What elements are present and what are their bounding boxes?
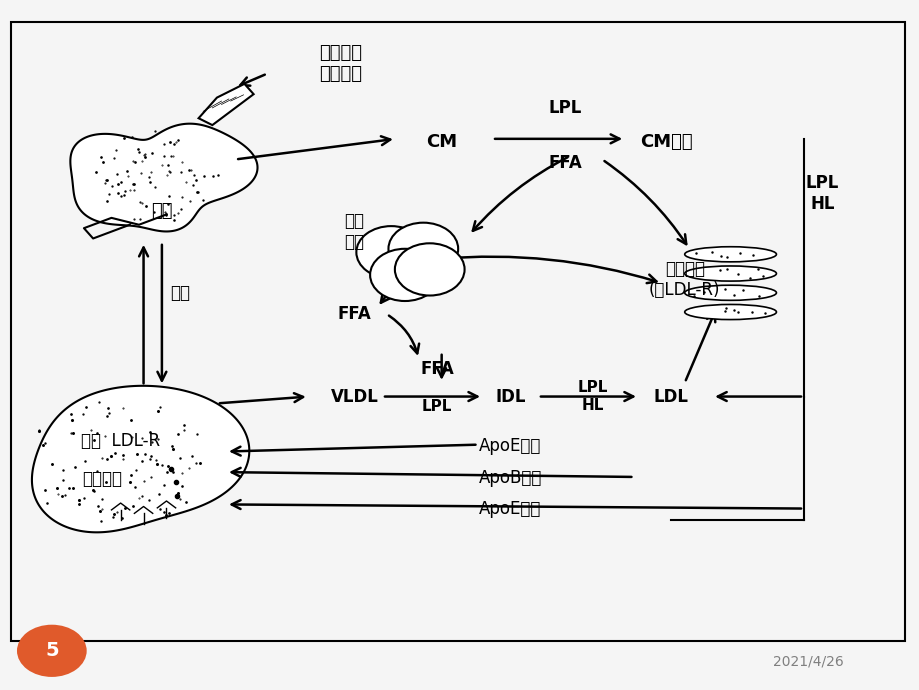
Circle shape [356,226,425,278]
Ellipse shape [684,285,776,300]
Polygon shape [199,84,254,125]
Text: ApoE介导: ApoE介导 [479,500,541,518]
Text: 肝脏  LDL-R: 肝脏 LDL-R [81,432,160,450]
Text: 外周组织
(含LDL-R): 外周组织 (含LDL-R) [648,260,720,299]
Ellipse shape [684,304,776,319]
Text: CM残粒: CM残粒 [640,133,692,151]
Text: FFA: FFA [548,154,582,172]
Text: 脂肪
组织: 脂肪 组织 [344,213,364,251]
Text: LPL
HL: LPL HL [577,380,607,413]
Text: 膳食脂肪
和胆固醇: 膳食脂肪 和胆固醇 [319,44,362,83]
Circle shape [394,244,464,295]
Text: FFA: FFA [420,360,453,378]
Text: FFA: FFA [337,305,371,323]
Text: 胆酸: 胆酸 [170,284,190,302]
Polygon shape [70,124,257,231]
Text: LDL: LDL [652,388,687,406]
Text: LPL: LPL [549,99,582,117]
Text: CM: CM [425,133,457,151]
Text: LPL
HL: LPL HL [805,175,838,213]
Text: 2021/4/26: 2021/4/26 [772,654,843,668]
Text: IDL: IDL [494,388,525,406]
Circle shape [369,249,439,301]
Ellipse shape [684,266,776,281]
Text: 小肠: 小肠 [151,202,173,220]
Text: ApoB介导: ApoB介导 [478,469,541,486]
Text: 5: 5 [45,641,59,660]
Circle shape [17,624,86,677]
Text: 残粒受体: 残粒受体 [82,470,122,488]
Circle shape [388,223,458,275]
Polygon shape [32,386,249,532]
Text: ApoE介导: ApoE介导 [479,437,541,455]
Text: LPL: LPL [422,400,452,415]
Text: VLDL: VLDL [330,388,378,406]
Ellipse shape [684,247,776,262]
